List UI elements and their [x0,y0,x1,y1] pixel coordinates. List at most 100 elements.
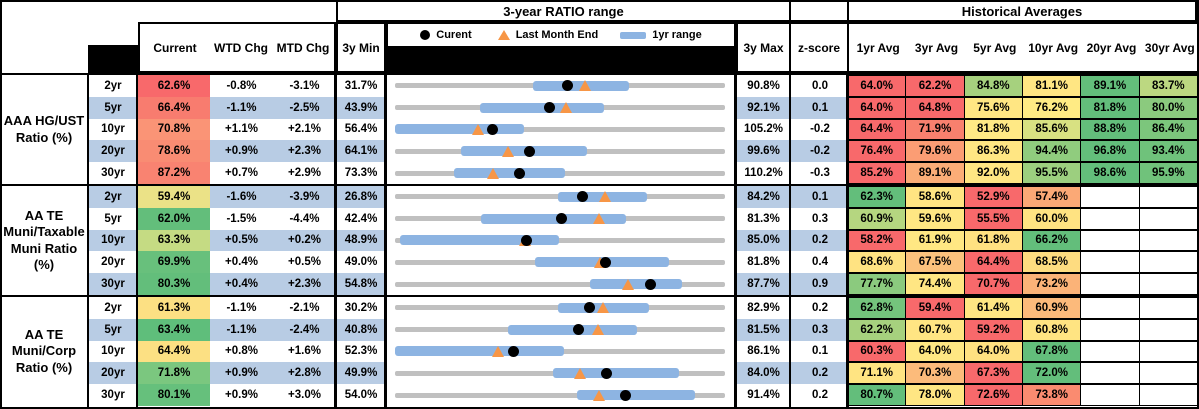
avg-value-cell: 55.5% [963,207,1023,230]
avg-value-cell [1138,251,1198,274]
z-score-cell: 0.9 [791,273,849,295]
tenor-header-black-cell [88,45,138,73]
avg-value-cell [1138,229,1198,252]
avg-value-cell: 81.8% [963,118,1023,141]
avg-value-cell [1080,340,1140,363]
v-rule [334,73,337,407]
current-value-cell: 71.8% [138,362,210,385]
range-chart-cell [386,207,736,230]
col-header-3y-min: 3y Min [336,22,386,73]
current-value-cell: 69.9% [138,251,210,274]
range-bar-icon [620,31,647,39]
avg-value-cell: 67.8% [1021,340,1082,363]
3y-max-cell: 105.2% [736,118,791,141]
col-header-5yr-avg: 5yr Avg [965,24,1024,71]
tenor-cell: 5yr [88,96,138,119]
3y-max-cell: 99.6% [736,140,791,163]
3y-min-cell: 49.0% [336,251,386,274]
current-value-cell: 64.4% [138,340,210,363]
3y-max-cell: 85.0% [736,229,791,252]
col-header-20yr-avg: 20yr Avg [1082,24,1141,71]
current-marker [584,302,596,314]
group-label-line: Muni/Taxable [3,224,85,240]
3y-min-cell: 30.2% [336,297,386,319]
group-divider [0,184,1199,186]
avg-value-cell: 52.9% [963,186,1023,208]
avg-value-cell: 70.3% [905,362,965,385]
header-divider [0,73,1199,75]
tenor-cell: 2yr [88,297,138,319]
current-marker [521,234,533,246]
avg-value-cell: 60.9% [1021,297,1082,319]
current-dot-icon [420,30,431,40]
avg-value-cell: 64.0% [847,96,907,119]
one-year-range-bar [552,368,679,379]
current-value-cell: 80.1% [138,384,210,406]
avg-value-cell: 67.5% [905,251,965,274]
avg-value-cell [1138,362,1198,385]
one-year-range-bar [399,235,559,246]
z-score-cell: 0.0 [791,75,849,97]
wtd-chg-cell: -1.1% [210,318,273,341]
avg-value-cell [1080,186,1140,208]
chart-legend: Curent Last Month End 1yr range [388,24,734,46]
col-header-current: Current [140,24,210,71]
avg-value-cell [1080,251,1140,274]
current-marker [562,80,574,92]
mtd-chg-cell: +1.6% [273,340,336,363]
range-chart-cell [386,140,736,163]
col-header-30yr-avg: 30yr Avg [1140,24,1199,71]
last-month-end-marker [592,389,605,401]
last-month-end-marker [502,145,515,157]
current-value-cell: 62.6% [138,75,210,97]
one-year-range-bar [589,279,682,290]
3y-max-cell: 82.9% [736,297,791,319]
z-score-cell: 0.2 [791,384,849,406]
last-month-end-marker [598,191,611,203]
avg-value-cell [1080,229,1140,252]
3y-max-cell: 84.2% [736,186,791,208]
range-chart-cell [386,118,736,141]
mtd-chg-cell: -2.4% [273,318,336,341]
current-marker [555,213,567,225]
3y-max-cell: 110.2% [736,162,791,184]
one-year-range-bar [576,390,695,401]
wtd-chg-cell: -1.6% [210,186,273,208]
z-score-cell: 0.2 [791,229,849,252]
col-header-10yr-avg: 10yr Avg [1023,24,1083,71]
avg-value-cell: 73.8% [1021,384,1082,406]
range-chart-cell [386,318,736,341]
avg-value-cell [1080,362,1140,385]
avg-value-cell: 74.4% [905,273,965,295]
current-marker [619,389,631,401]
last-month-end-marker [578,80,591,92]
avg-value-cell: 62.2% [847,318,907,341]
3y-min-cell: 43.9% [336,96,386,119]
avg-value-cell: 60.0% [1021,207,1082,230]
current-marker [645,278,657,290]
chart-header-black-bar [388,46,734,71]
range-chart-cell [386,362,736,385]
wtd-chg-cell: -0.8% [210,75,273,97]
current-value-cell: 80.3% [138,273,210,295]
current-marker [599,256,611,268]
z-score-cell: -0.2 [791,118,849,141]
mtd-chg-cell: -3.9% [273,186,336,208]
range-chart-cell [386,340,736,363]
v-rule [136,73,138,407]
avg-value-cell: 94.4% [1021,140,1082,163]
group-label-line: Ratio (%) [15,129,73,145]
tenor-cell: 20yr [88,140,138,163]
col-header-wtd-chg: WTD Chg [210,24,272,71]
avg-value-cell [1138,340,1198,363]
3y-min-cell: 48.9% [336,229,386,252]
avg-value-cell [1080,273,1140,295]
legend-last-month-label: Last Month End [515,29,599,41]
tenor-cell: 10yr [88,340,138,363]
avg-value-cell: 62.3% [847,186,907,208]
avg-value-cell: 59.4% [905,297,965,319]
mtd-chg-cell: +2.3% [273,273,336,295]
tenor-cell: 10yr [88,229,138,252]
avg-value-cell [1138,318,1198,341]
